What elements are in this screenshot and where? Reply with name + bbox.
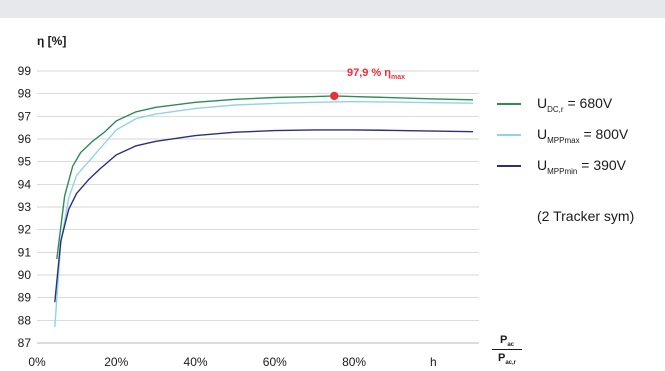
y-tick-label: 89 [18,291,32,305]
legend-swatch-mppmin [497,165,521,167]
series-line-0 [56,95,474,260]
y-tick-label: 91 [18,245,32,259]
annotation-subscript: max [391,74,406,82]
fraction-bar [492,349,522,351]
x-tick-label: 40% [184,355,208,369]
x-tick-label: 60% [263,355,287,369]
annotation-text: 97,9 % η [347,67,392,79]
series-line-1 [54,100,474,328]
y-axis-title: η [%] [37,34,67,48]
y-tick-label: 88 [18,313,32,327]
y-tick-label: 90 [18,268,32,282]
x-tick-label: 0% [28,355,46,369]
y-tick-label: 98 [18,87,32,101]
x-tick-label: 80% [342,355,366,369]
legend-label-dc: UDC,r = 680V [537,95,613,114]
x-tick-label: 20% [104,355,128,369]
legend-swatch-dc [497,103,521,105]
top-band [0,0,665,18]
y-tick-label: 95 [18,155,32,169]
y-tick-label: 92 [18,223,32,237]
legend-label-mppmin: UMPPmin = 390V [537,157,627,176]
y-tick-label: 97 [18,109,32,123]
y-tick-label: 87 [18,336,32,350]
y-tick-label: 93 [18,200,32,214]
x-axis-numerator: Pac [499,334,515,349]
series-line-2 [54,129,474,303]
x-tick-label: h [430,355,437,369]
x-axis-title: Pac Pac,r [492,334,522,366]
y-tick-label: 99 [18,64,32,78]
y-tick-label: 94 [18,177,32,191]
legend-label-mppmax: UMPPmax = 800V [537,126,629,145]
max-efficiency-annotation: 97,9 % ηmax [347,67,405,81]
y-tick-label: 96 [18,132,32,146]
x-axis-denominator: Pac,r [497,352,517,367]
legend-swatch-mppmax [497,134,521,136]
legend-note-tracker: (2 Tracker sym) [537,208,635,224]
max-efficiency-point [330,91,339,101]
